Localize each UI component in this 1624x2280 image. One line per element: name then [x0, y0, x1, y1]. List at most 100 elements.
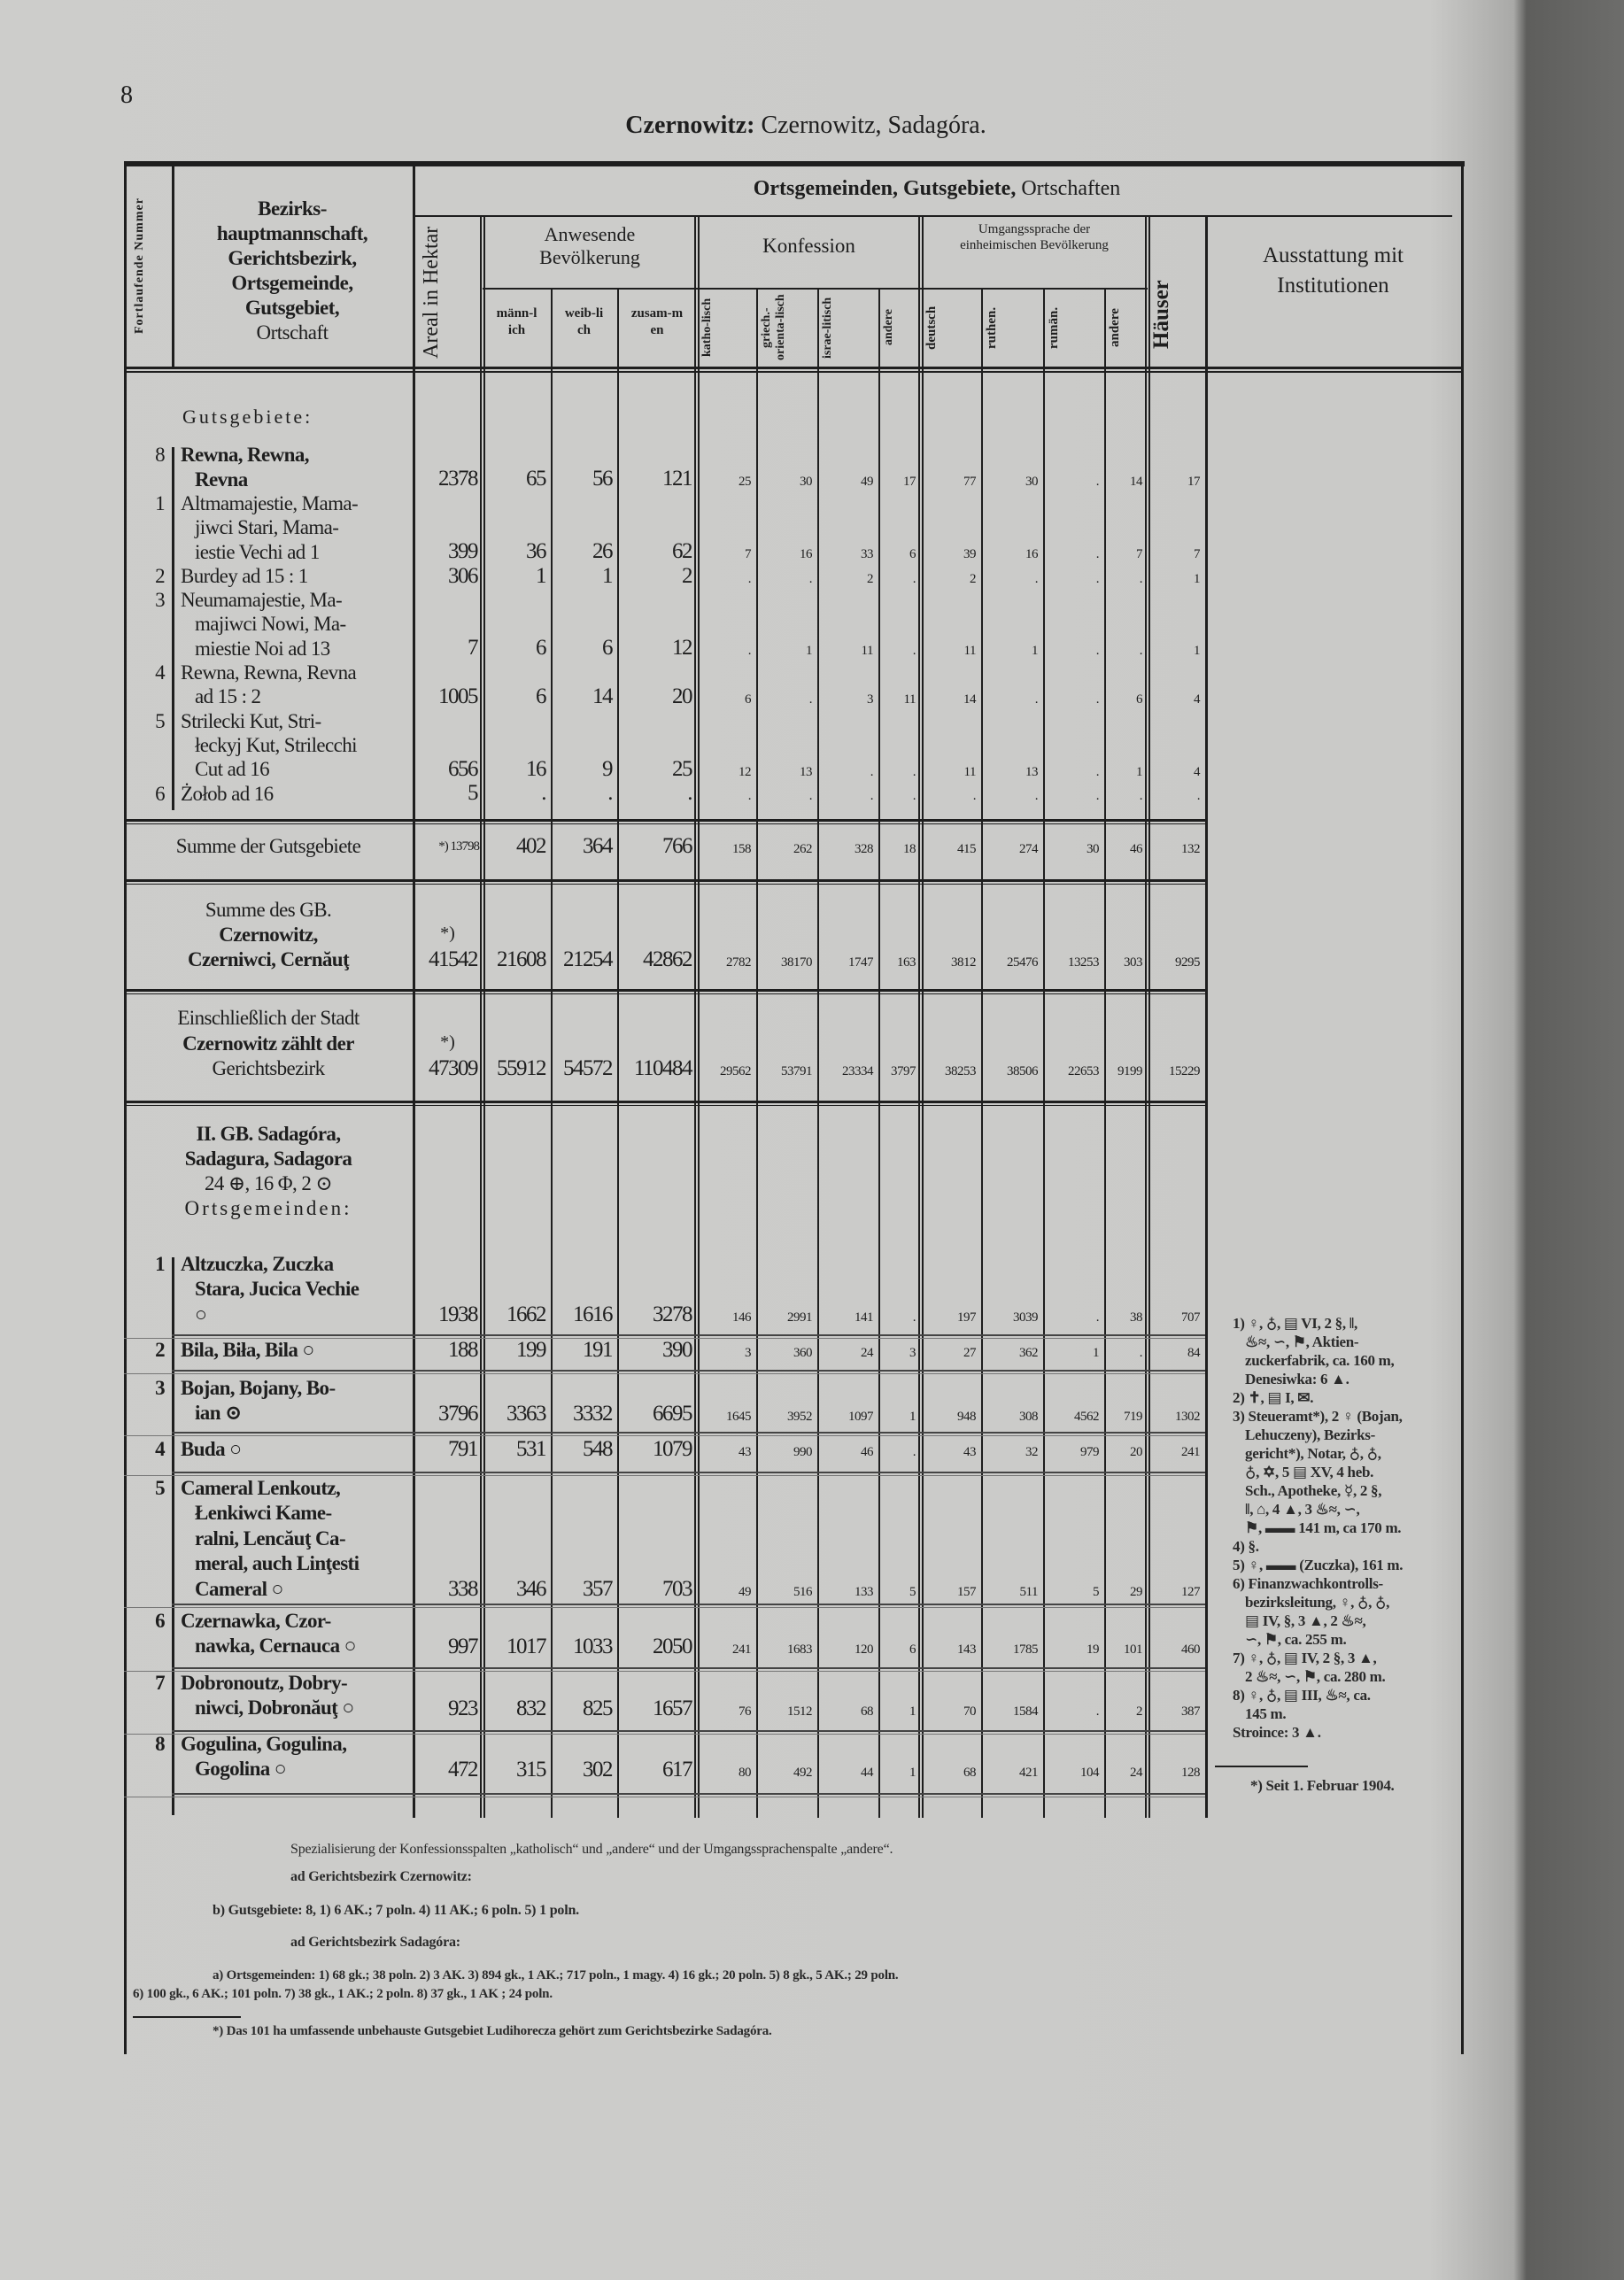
cell-value: 38506 — [1007, 1064, 1039, 1078]
rule-line — [483, 288, 1148, 290]
municipality-name-line: Altzuczka, Zuczka — [181, 1252, 334, 1275]
rule-line — [413, 215, 1452, 217]
row-number: 3 — [155, 589, 166, 612]
cell-value: 65 — [526, 467, 547, 491]
cell-value: 1302 — [1175, 1409, 1201, 1424]
municipality-name-line: ian ⊙ — [195, 1402, 242, 1425]
municipality-name-line: Czernawka, Czor- — [181, 1609, 331, 1632]
cell-value: 6 — [1136, 692, 1143, 707]
cell-value: 1657 — [653, 1696, 693, 1720]
municipality-name-line: niwci, Dobronăuţ ○ — [195, 1696, 354, 1720]
cell-value: 1662 — [507, 1302, 547, 1326]
column-header-equipment: Ausstattung mit Institutionen — [1262, 243, 1404, 298]
cell-value: 241 — [732, 1642, 752, 1657]
cell-value: . — [747, 571, 752, 586]
sum-label-line: Czerniwci, Cernăuţ — [187, 948, 350, 970]
cell-value: 1 — [1194, 644, 1201, 659]
column-header-language-sub: ruthen. — [985, 306, 999, 349]
rule-line — [172, 1257, 174, 1815]
cell-value: 719 — [1124, 1409, 1143, 1424]
cell-value: . — [1034, 692, 1039, 707]
rule-line — [172, 1604, 1205, 1605]
equipment-line: 4) §. — [1233, 1538, 1259, 1555]
cell-value: 1017 — [507, 1634, 547, 1658]
sum-label-line: Summe der Gutsgebiete — [175, 835, 361, 857]
cell-value: 38170 — [781, 955, 813, 970]
cell-value: 6 — [745, 692, 752, 707]
cell-value: 415 — [957, 842, 977, 856]
municipality-name-line: Dobronoutz, Dobry- — [181, 1671, 348, 1694]
equipment-line: ⚑, ▬▬ 141 m, ca 170 m. — [1245, 1519, 1402, 1536]
equipment-line: 5) ♀, ▬▬ (Zuczka), 161 m. — [1233, 1557, 1404, 1573]
rule-line — [124, 989, 1205, 992]
rule-line — [124, 1338, 1205, 1339]
cell-value: 146 — [732, 1310, 752, 1325]
cell-value: 617 — [662, 1757, 693, 1781]
rule-line — [1104, 288, 1106, 1818]
cell-value: 5 — [909, 1585, 916, 1599]
equipment-line: ▤ IV, §, 3 ▲, 2 ♨≈, — [1245, 1612, 1366, 1629]
rule-line — [1043, 288, 1045, 1818]
municipality-name-line: Stara, Jucica Vechie — [195, 1278, 360, 1301]
rule-line — [918, 215, 920, 1818]
column-header-population: Anwesende Bevölkerung — [539, 223, 640, 268]
cell-value: 53791 — [781, 1064, 813, 1078]
cell-value: 25476 — [1007, 955, 1039, 970]
cell-value: . — [808, 692, 813, 707]
cell-value: . — [1196, 789, 1201, 804]
cell-value: . — [1095, 1704, 1100, 1719]
cell-value: . — [541, 781, 546, 806]
cell-value: 472 — [448, 1757, 479, 1781]
cell-value — [413, 833, 477, 860]
cell-value: . — [1034, 571, 1039, 586]
cell-value: 421 — [1019, 1765, 1039, 1780]
estate-name-line: jiwci Stari, Mama- — [195, 516, 339, 539]
cell-value: 2 — [970, 571, 977, 586]
cell-value: 15229 — [1169, 1064, 1201, 1078]
cell-value: . — [972, 789, 977, 804]
cell-value: 27 — [963, 1346, 977, 1360]
estate-name-line: Revna — [195, 468, 248, 491]
cell-value: 4562 — [1074, 1409, 1100, 1424]
cell-value: 43 — [739, 1445, 752, 1459]
municipality-name-line: ○ — [195, 1302, 207, 1325]
rule-line — [698, 215, 700, 1818]
cell-value: 6 — [602, 636, 614, 661]
cell-value: 1785 — [1013, 1642, 1039, 1657]
page-title: Czernowitz: Czernowitz, Sadagóra. — [496, 112, 1116, 140]
cell-value: 14 — [592, 684, 614, 708]
row-number: 4 — [155, 661, 166, 684]
equipment-line: ∽, ⚑, ca. 255 m. — [1245, 1631, 1347, 1648]
areal-note: *) — [440, 1032, 455, 1052]
cell-value: 360 — [793, 1346, 813, 1360]
estate-name-line: Neumamajestie, Ma- — [181, 589, 343, 612]
cell-value: 825 — [583, 1696, 614, 1720]
column-header-language: Umgangssprache der einheimischen Bevölke… — [960, 222, 1109, 252]
cell-value: . — [912, 1310, 916, 1325]
municipality-name-line: Cameral ○ — [195, 1577, 283, 1600]
row-number: 1 — [155, 491, 166, 514]
column-header-language-sub: rumän. — [1047, 306, 1061, 349]
estate-name-line: majiwci Nowi, Ma- — [195, 613, 346, 636]
equipment-line: Stroince: 3 ▲. — [1233, 1724, 1321, 1741]
cell-value: 9295 — [1175, 955, 1201, 970]
title-district: Czernowitz: — [625, 112, 755, 139]
cell-value: 25 — [672, 756, 693, 781]
estate-name-line: łeckyj Kut, Strilecchi — [195, 733, 357, 756]
cell-value: 3 — [867, 692, 874, 707]
cell-value: 157 — [957, 1585, 977, 1599]
cell-value: 3 — [745, 1346, 752, 1360]
rule-line — [172, 163, 174, 367]
cell-value: 49 — [739, 1585, 752, 1599]
equipment-line: Sch., Apotheke, ☿, 2 §, — [1245, 1482, 1382, 1499]
cell-value: 516 — [793, 1585, 813, 1599]
cell-value: 979 — [1080, 1445, 1100, 1459]
cell-value: . — [1095, 764, 1100, 779]
cell-value: 402 — [516, 834, 547, 858]
cell-value: 1 — [1136, 764, 1143, 779]
cell-value: 346 — [516, 1577, 547, 1601]
cell-value: 656 — [448, 756, 479, 781]
cell-value: . — [1095, 1310, 1100, 1325]
cell-value: 47309 — [429, 1056, 479, 1080]
rule-line — [124, 161, 1465, 166]
